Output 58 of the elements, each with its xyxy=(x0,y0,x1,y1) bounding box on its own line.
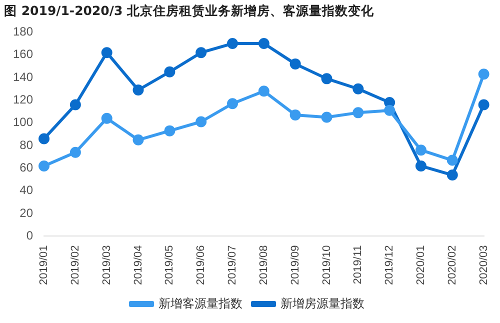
point xyxy=(352,83,364,94)
chart-title: 图 2019/1-2020/3 北京住房租赁业务新增房、客源量指数变化 xyxy=(4,3,374,20)
point xyxy=(290,58,301,70)
x-tick-label: 2019/08 xyxy=(258,245,270,286)
point xyxy=(446,154,458,166)
x-tick-label: 2019/01 xyxy=(38,245,50,286)
point xyxy=(478,68,490,80)
legend-label: 新增客源量指数 xyxy=(158,296,242,310)
point xyxy=(384,96,396,108)
y-tick-label: 140 xyxy=(12,70,34,84)
x-tick-label: 2019/06 xyxy=(195,245,208,286)
point xyxy=(258,86,270,97)
x-tick-label: 2020/01 xyxy=(415,245,428,286)
x-tick-label: 2019/07 xyxy=(226,245,239,286)
point xyxy=(101,112,112,124)
x-tick-label: 2019/05 xyxy=(164,245,176,286)
x-tick-label: 2019/11 xyxy=(352,245,364,284)
point xyxy=(321,73,332,84)
x-tick-label: 2020/03 xyxy=(478,245,490,286)
point xyxy=(384,104,396,116)
point xyxy=(38,133,50,144)
x-tick-label: 2020/02 xyxy=(446,245,458,286)
y-tick-label: 80 xyxy=(20,138,34,152)
point xyxy=(321,112,332,123)
x-tick-label: 2019/04 xyxy=(132,245,144,286)
point xyxy=(227,98,238,110)
point xyxy=(290,109,301,120)
point xyxy=(132,134,144,146)
x-tick-label: 2019/09 xyxy=(289,245,302,286)
x-tick-label: 2019/12 xyxy=(384,245,396,286)
point xyxy=(38,160,50,172)
point xyxy=(101,47,112,58)
y-tick-label: 180 xyxy=(12,24,34,39)
point xyxy=(196,116,207,128)
point xyxy=(164,125,176,136)
point xyxy=(446,170,458,181)
x-tick-label: 2019/10 xyxy=(320,245,333,286)
point xyxy=(478,99,490,110)
y-tick-label: 60 xyxy=(20,160,34,175)
point xyxy=(164,66,176,78)
point xyxy=(227,38,238,50)
y-tick-label: 40 xyxy=(20,183,34,198)
y-tick-label: 0 xyxy=(26,228,34,243)
point xyxy=(132,84,144,96)
y-tick-label: 120 xyxy=(12,92,34,107)
point xyxy=(196,47,207,58)
point xyxy=(70,99,81,110)
point xyxy=(258,38,270,50)
y-tick-label: 100 xyxy=(12,115,34,130)
legend-label: 新增房源量指数 xyxy=(280,296,364,310)
x-tick-label: 2019/03 xyxy=(100,245,113,286)
y-tick-label: 160 xyxy=(12,47,34,62)
point xyxy=(352,107,364,118)
y-tick-label: 20 xyxy=(20,206,34,220)
point xyxy=(70,146,81,158)
x-tick-label: 2019/02 xyxy=(69,245,82,286)
point xyxy=(415,160,426,172)
point xyxy=(415,144,426,156)
